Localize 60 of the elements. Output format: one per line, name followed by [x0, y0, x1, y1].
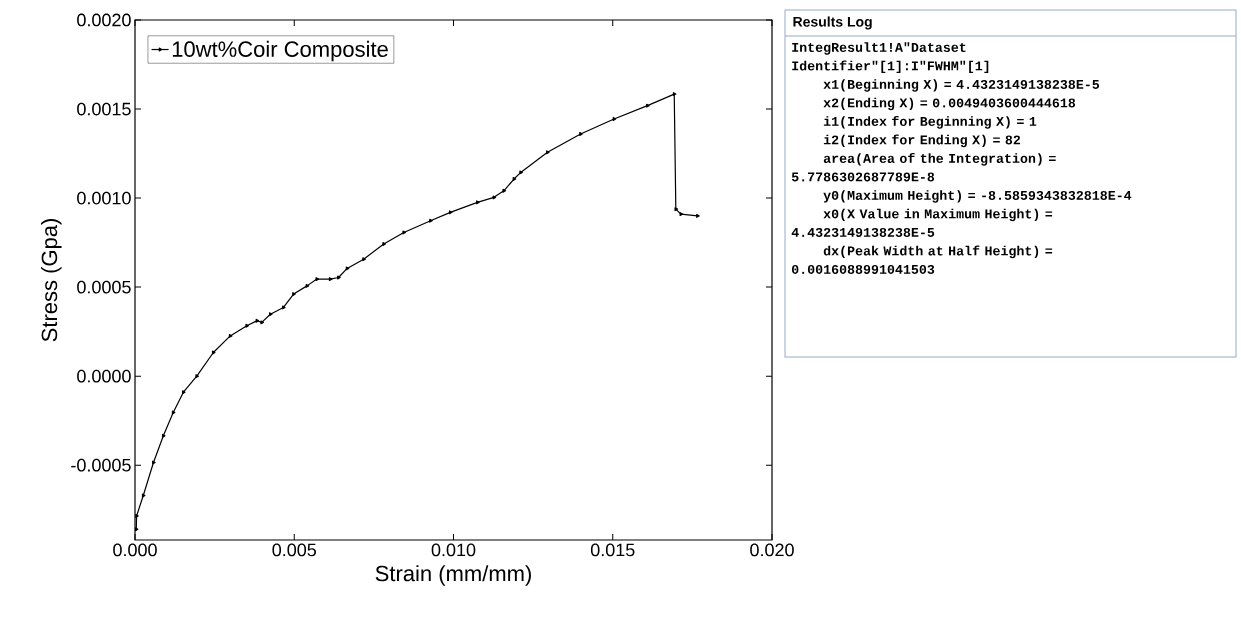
point — [328, 277, 333, 282]
point — [135, 513, 139, 518]
point — [211, 350, 216, 355]
text: x1(Beginning X) = 4.4323149138238E-5 — [823, 79, 1100, 92]
point — [696, 213, 700, 218]
y-tick-label: -0.0005 — [71, 458, 131, 472]
point — [429, 218, 433, 223]
point — [674, 207, 679, 212]
point — [475, 200, 480, 205]
point — [448, 210, 453, 215]
point — [492, 195, 497, 200]
x-tick-label: 0.015 — [590, 543, 635, 557]
point — [268, 312, 273, 317]
point — [672, 92, 677, 97]
point — [402, 230, 407, 235]
point — [646, 103, 650, 108]
point — [305, 283, 310, 288]
point — [546, 150, 550, 155]
point — [152, 460, 156, 465]
y-tick-label: 0.0015 — [77, 102, 131, 116]
x-tick-label: 0.010 — [431, 543, 476, 557]
x-tick-label: 0.005 — [272, 543, 317, 557]
point — [161, 433, 166, 438]
point — [141, 493, 146, 498]
point — [382, 242, 386, 247]
point — [260, 320, 264, 325]
x-tick-label: 0.020 — [750, 543, 794, 557]
point — [362, 257, 366, 262]
y-tick-label: 0.0020 — [77, 13, 131, 27]
text: i1(Index for Beginning X) = 1 — [823, 116, 1037, 129]
point — [255, 318, 260, 323]
point — [502, 188, 507, 193]
point — [195, 374, 199, 379]
x-axis-title: Strain (mm/mm) — [375, 565, 531, 586]
text: y0(Maximum Height) = -8.5859343832818E-4 — [823, 190, 1132, 203]
point — [579, 131, 583, 136]
point — [612, 117, 617, 121]
point — [345, 266, 350, 271]
y-tick-label: 0.0000 — [77, 369, 131, 383]
point — [134, 527, 139, 532]
point — [315, 277, 320, 282]
x-tick-label: 0.000 — [113, 543, 157, 557]
legend-label: 10wt%Coir Composite — [172, 40, 388, 62]
text: dx(Peak Width at Half Height) = 0.0016088991041503 — [791, 245, 1053, 274]
point — [182, 390, 186, 395]
text: x2(Ending X) = 0.0049403600444618 — [823, 97, 1076, 111]
point — [337, 275, 341, 280]
point — [679, 212, 684, 217]
point — [282, 305, 286, 310]
y-axis-title: Stress (Gpa) — [41, 219, 62, 342]
point — [245, 323, 249, 328]
point — [228, 333, 233, 338]
text: Results Log — [793, 16, 872, 30]
point — [171, 410, 176, 415]
y-tick-label: 0.0005 — [77, 280, 131, 294]
y-tick-label: 0.0010 — [77, 191, 131, 205]
point — [292, 292, 296, 297]
text: i2(Index for Ending X) = 82 — [823, 134, 1021, 148]
point — [512, 177, 517, 182]
point — [519, 170, 523, 175]
